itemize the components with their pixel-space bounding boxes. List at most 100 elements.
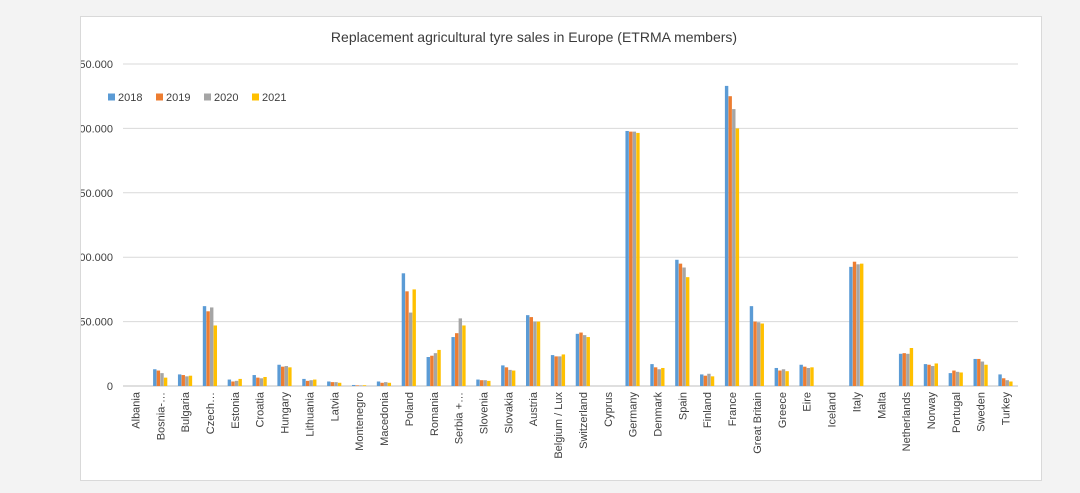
bar-2019-29 (852, 261, 857, 386)
bar-2020-34 (980, 361, 985, 386)
x-category-label: Croatia (255, 391, 267, 427)
bar-2018-34 (973, 358, 977, 386)
x-category-label: France (727, 392, 739, 426)
bar-2019-16 (529, 317, 534, 386)
bar-2020-2 (185, 376, 189, 386)
chart-title: Replacement agricultural tyre sales in E… (331, 29, 737, 45)
bar-2018-21 (650, 364, 654, 386)
bar-2018-26 (774, 367, 779, 386)
bar-2018-16 (526, 315, 530, 386)
bar-2021-31 (909, 348, 914, 386)
bar-2018-27 (799, 364, 803, 386)
y-tick-label: 0 (107, 381, 113, 393)
bar-2021-16 (536, 321, 541, 386)
bar-2019-35 (1001, 378, 1006, 386)
bar-2019-14 (479, 380, 484, 386)
bar-2021-35 (1009, 381, 1013, 386)
bar-2018-31 (898, 353, 903, 386)
x-category-label: Eire (802, 392, 814, 412)
y-tick-label: 100.000 (81, 252, 113, 264)
bar-2020-11 (408, 312, 413, 386)
bar-2019-24 (728, 96, 732, 386)
x-category-label: Slovenia (478, 391, 490, 434)
x-category-label: Great Britain (752, 392, 764, 454)
x-category-label: Portugal (951, 392, 963, 433)
bar-2019-21 (653, 367, 658, 386)
bar-2019-9 (355, 385, 359, 386)
x-category-label: Serbia +… (454, 392, 466, 444)
bar-chart: Replacement agricultural tyre sales in E… (81, 29, 1018, 459)
bar-2021-20 (636, 132, 640, 386)
x-category-label: Switzerland (578, 392, 590, 449)
x-category-label: Turkey (1001, 392, 1013, 426)
bar-2019-25 (753, 321, 757, 386)
bar-2019-12 (430, 355, 434, 386)
bar-2020-8 (334, 382, 338, 386)
legend-label-2018: 2018 (118, 92, 142, 104)
bar-2018-6 (277, 364, 281, 386)
bar-2020-7 (309, 380, 313, 386)
bar-2021-4 (238, 378, 242, 386)
bar-2020-17 (558, 356, 562, 386)
bar-2021-25 (760, 323, 764, 386)
bar-2020-35 (1005, 380, 1009, 386)
bar-2019-6 (280, 366, 285, 386)
bar-2019-34 (977, 358, 981, 386)
x-category-label: Finland (702, 392, 714, 428)
x-category-label: Albania (130, 391, 142, 429)
bar-2021-2 (188, 375, 193, 386)
bar-2018-10 (376, 381, 381, 386)
x-category-label: Cyprus (603, 392, 615, 427)
bar-2021-17 (561, 354, 566, 386)
bar-2020-29 (856, 264, 860, 386)
bar-2018-15 (501, 365, 505, 386)
legend-swatch-2018 (108, 93, 115, 101)
bar-2019-18 (579, 332, 583, 386)
bar-2021-32 (934, 363, 938, 386)
bar-2020-31 (906, 353, 910, 386)
bar-2021-13 (462, 325, 466, 386)
bar-2020-24 (732, 109, 736, 386)
bar-2020-27 (806, 367, 811, 386)
bar-2021-23 (710, 376, 715, 386)
bar-2021-8 (337, 382, 342, 386)
x-category-label: Iceland (827, 392, 839, 427)
bar-2021-24 (735, 128, 740, 386)
bar-2019-32 (927, 364, 931, 386)
x-category-label: Bulgaria (180, 391, 192, 432)
y-tick-label: 200.000 (81, 123, 113, 135)
bar-2018-24 (724, 85, 729, 386)
bar-2020-5 (259, 378, 264, 386)
bar-2021-11 (412, 289, 416, 386)
bar-2019-20 (629, 131, 633, 386)
x-category-label: Austria (528, 391, 540, 426)
bar-2020-32 (930, 366, 935, 386)
bar-2019-31 (902, 353, 906, 386)
bar-2018-7 (302, 378, 306, 386)
bar-2019-22 (678, 263, 683, 386)
legend-swatch-2020 (204, 93, 211, 101)
legend-label-2019: 2019 (166, 92, 190, 104)
bar-2020-10 (384, 382, 388, 386)
bar-2018-2 (177, 374, 182, 386)
bar-2020-4 (234, 380, 239, 386)
bar-2020-23 (707, 373, 711, 386)
bar-2018-35 (998, 374, 1002, 386)
bar-2020-33 (955, 371, 960, 386)
x-category-label: Norway (926, 392, 938, 430)
bar-2020-18 (582, 335, 587, 386)
bar-2018-11 (401, 273, 406, 386)
bar-2018-4 (227, 379, 232, 386)
bar-2020-14 (483, 380, 487, 386)
legend-swatch-2021 (252, 93, 259, 101)
bar-2018-14 (476, 379, 480, 386)
bar-2019-26 (778, 370, 782, 386)
bar-2021-1 (163, 377, 168, 386)
bar-2018-18 (575, 333, 580, 386)
x-category-label: Belgium / Lux (553, 392, 565, 459)
x-category-label: Hungary (280, 392, 292, 434)
bar-2020-21 (657, 369, 661, 386)
bar-2021-21 (661, 367, 665, 386)
bar-2018-25 (749, 306, 754, 386)
chart-frame: Replacement agricultural tyre sales in E… (80, 16, 1042, 481)
